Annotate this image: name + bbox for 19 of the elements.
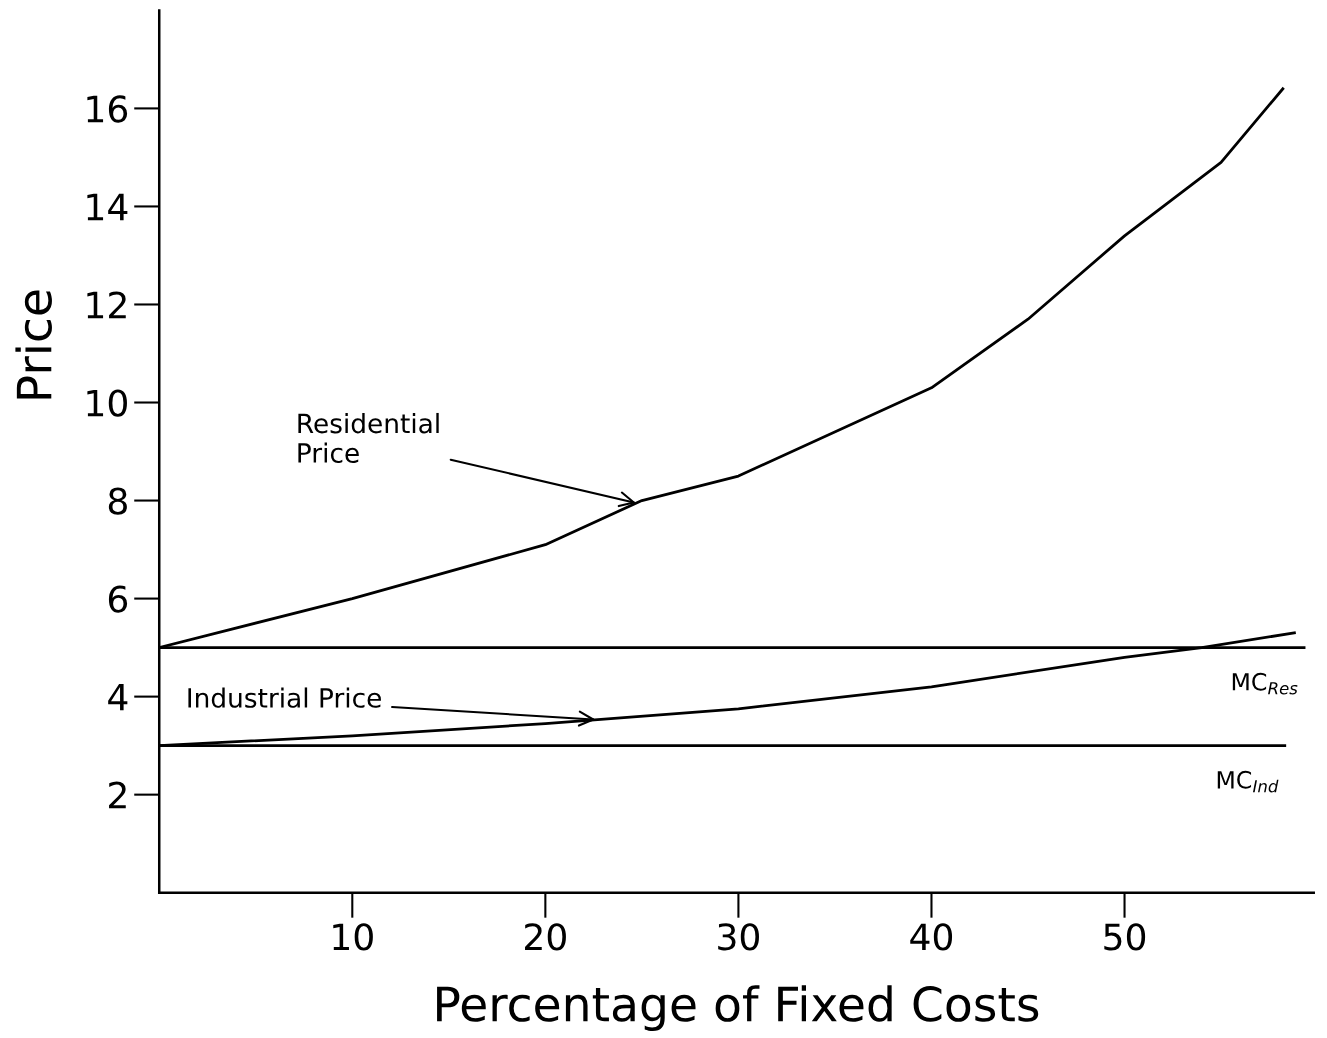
y-tick-label: 10 bbox=[87, 389, 127, 417]
x-tick-label: 10 bbox=[333, 923, 373, 951]
y-axis-title: Price bbox=[15, 290, 52, 399]
y-tick-label: 6 bbox=[108, 585, 128, 613]
x-tick-label: 30 bbox=[718, 923, 759, 951]
annotation: Industrial Price bbox=[188, 687, 381, 708]
series-label: MC$_{Res}$ bbox=[1232, 672, 1298, 695]
x-tick-label: 50 bbox=[1104, 923, 1146, 951]
y-tick-label: 16 bbox=[87, 95, 128, 123]
x-tick-label: 40 bbox=[910, 923, 953, 951]
y-tick-label: 12 bbox=[87, 291, 126, 319]
y-tick-label: 8 bbox=[108, 487, 127, 515]
y-tick-label: 2 bbox=[109, 781, 126, 809]
annotation: Residential Price bbox=[298, 412, 439, 463]
series-label: MC$_{Ind}$ bbox=[1217, 770, 1279, 793]
y-tick-label: 4 bbox=[108, 684, 128, 711]
x-tick-label: 20 bbox=[525, 923, 566, 951]
y-tick-label: 14 bbox=[87, 193, 128, 221]
x-axis-title: Percentage of Fixed Costs bbox=[437, 985, 1039, 1031]
